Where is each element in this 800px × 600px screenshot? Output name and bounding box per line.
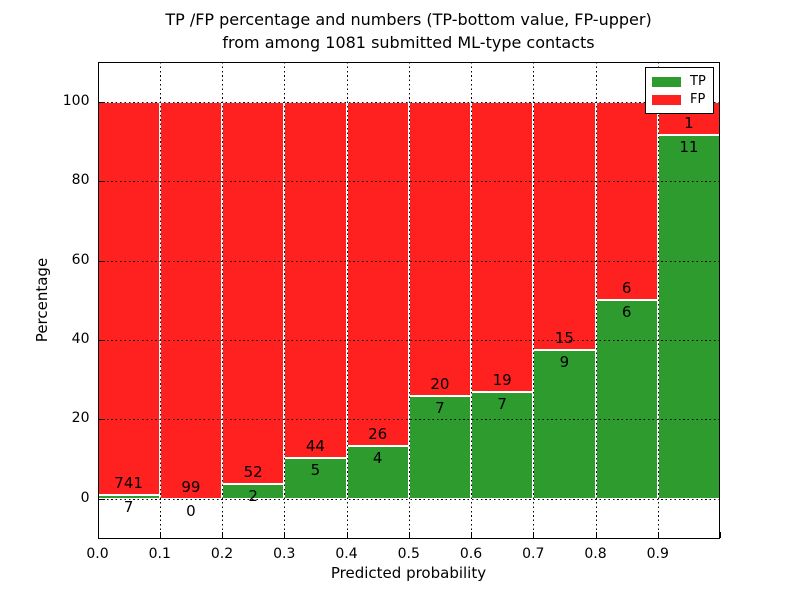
legend-label-tp: TP [690, 74, 706, 89]
y-tick-mark [99, 101, 106, 103]
x-tick-label: 0.5 [397, 545, 420, 562]
tp-swatch-icon [652, 76, 681, 87]
x-tick-mark [222, 531, 223, 538]
x-tick-label: 0.2 [210, 545, 234, 562]
tp-bar-segment [533, 349, 596, 499]
x-tick-label: 0.3 [273, 545, 296, 562]
tp-count-label: 11 [679, 137, 699, 156]
x-tick-mark [159, 531, 161, 538]
tp-count-label: 5 [310, 461, 321, 480]
tp-count-label: 4 [372, 448, 383, 467]
y-tick-label: 20 [71, 410, 90, 427]
x-tick-label: 0.0 [86, 545, 109, 562]
fp-count-label: 15 [554, 328, 574, 347]
x-tick-label: 0.6 [459, 545, 483, 562]
fp-bar-segment [595, 101, 658, 301]
vertical-gridline [408, 62, 410, 539]
vertical-gridline [657, 62, 659, 539]
vertical-gridline [222, 62, 223, 539]
tp-bar-segment [408, 395, 471, 499]
x-tick-label: 0.8 [584, 545, 607, 562]
x-tick-label: 0.1 [148, 545, 171, 562]
fp-count-label: 44 [305, 437, 325, 456]
tp-count-label: 9 [559, 352, 570, 371]
vertical-gridline [471, 62, 472, 539]
vertical-gridline [533, 62, 535, 539]
tp-count-label: 6 [621, 303, 632, 322]
vertical-gridline [595, 62, 597, 539]
fp-bar-segment [222, 101, 285, 485]
tp-bar-segment [595, 300, 658, 499]
fp-swatch-icon [652, 94, 681, 105]
y-tick-mark [99, 181, 106, 183]
x-tick-mark [346, 531, 348, 538]
vertical-gridline [159, 62, 161, 539]
x-tick-mark [97, 531, 99, 538]
fp-bar-segment [471, 101, 534, 392]
x-tick-mark [284, 531, 286, 538]
fp-count-label: 1 [684, 113, 694, 132]
x-tick-mark [720, 531, 721, 538]
fp-count-label: 19 [492, 370, 512, 389]
legend-entry-fp: FP [652, 93, 707, 106]
fp-count-label: 20 [430, 374, 450, 393]
x-tick-label: 0.4 [335, 545, 358, 562]
tp-count-label: 7 [435, 398, 445, 417]
y-tick-label: 80 [71, 172, 90, 189]
legend-entry-tp: TP [652, 75, 707, 88]
vertical-gridline [346, 62, 348, 539]
x-tick-mark [408, 531, 410, 538]
tp-count-label: 7 [123, 498, 134, 517]
y-tick-mark [99, 419, 106, 421]
fp-bar-segment [533, 101, 596, 350]
fp-bar-segment [159, 101, 222, 499]
y-tick-label: 0 [80, 489, 90, 506]
x-axis-label: Predicted probability [330, 564, 487, 582]
tp-count-label: 7 [497, 394, 507, 413]
fp-count-label: 26 [368, 424, 388, 443]
tp-bar-segment [657, 134, 720, 499]
fp-bar-segment [346, 101, 409, 446]
vertical-gridline [284, 62, 286, 539]
fp-bar-segment [97, 101, 160, 496]
fp-bar-segment [408, 101, 471, 396]
y-tick-mark [99, 498, 106, 500]
y-tick-mark [99, 339, 106, 341]
chart-title-line1: TP /FP percentage and numbers (TP-bottom… [165, 10, 652, 29]
tp-count-label: 2 [248, 487, 258, 506]
legend: TP FP [645, 67, 714, 114]
x-tick-mark [595, 531, 597, 538]
x-tick-mark [533, 531, 535, 538]
chart-title: TP /FP percentage and numbers (TP-bottom… [97, 8, 720, 54]
fp-count-label: 99 [181, 477, 201, 496]
tp-bar-segment [346, 445, 409, 499]
x-tick-mark [471, 531, 472, 538]
fp-count-label: 741 [114, 474, 143, 493]
x-tick-label: 0.7 [522, 545, 545, 562]
legend-label-fp: FP [690, 92, 706, 107]
chart-title-line2: from among 1081 submitted ML-type contac… [222, 33, 595, 52]
y-tick-label: 60 [71, 251, 90, 268]
tp-count-label: 0 [186, 501, 196, 520]
y-tick-label: 100 [62, 92, 90, 109]
fp-count-label: 6 [621, 279, 632, 298]
x-tick-mark [657, 531, 659, 538]
fp-bar-segment [284, 101, 347, 459]
x-tick-label: 0.9 [646, 545, 669, 562]
y-tick-label: 40 [71, 330, 90, 347]
y-axis-label: Percentage [33, 257, 51, 343]
y-tick-mark [99, 260, 106, 262]
fp-count-label: 52 [243, 463, 263, 482]
